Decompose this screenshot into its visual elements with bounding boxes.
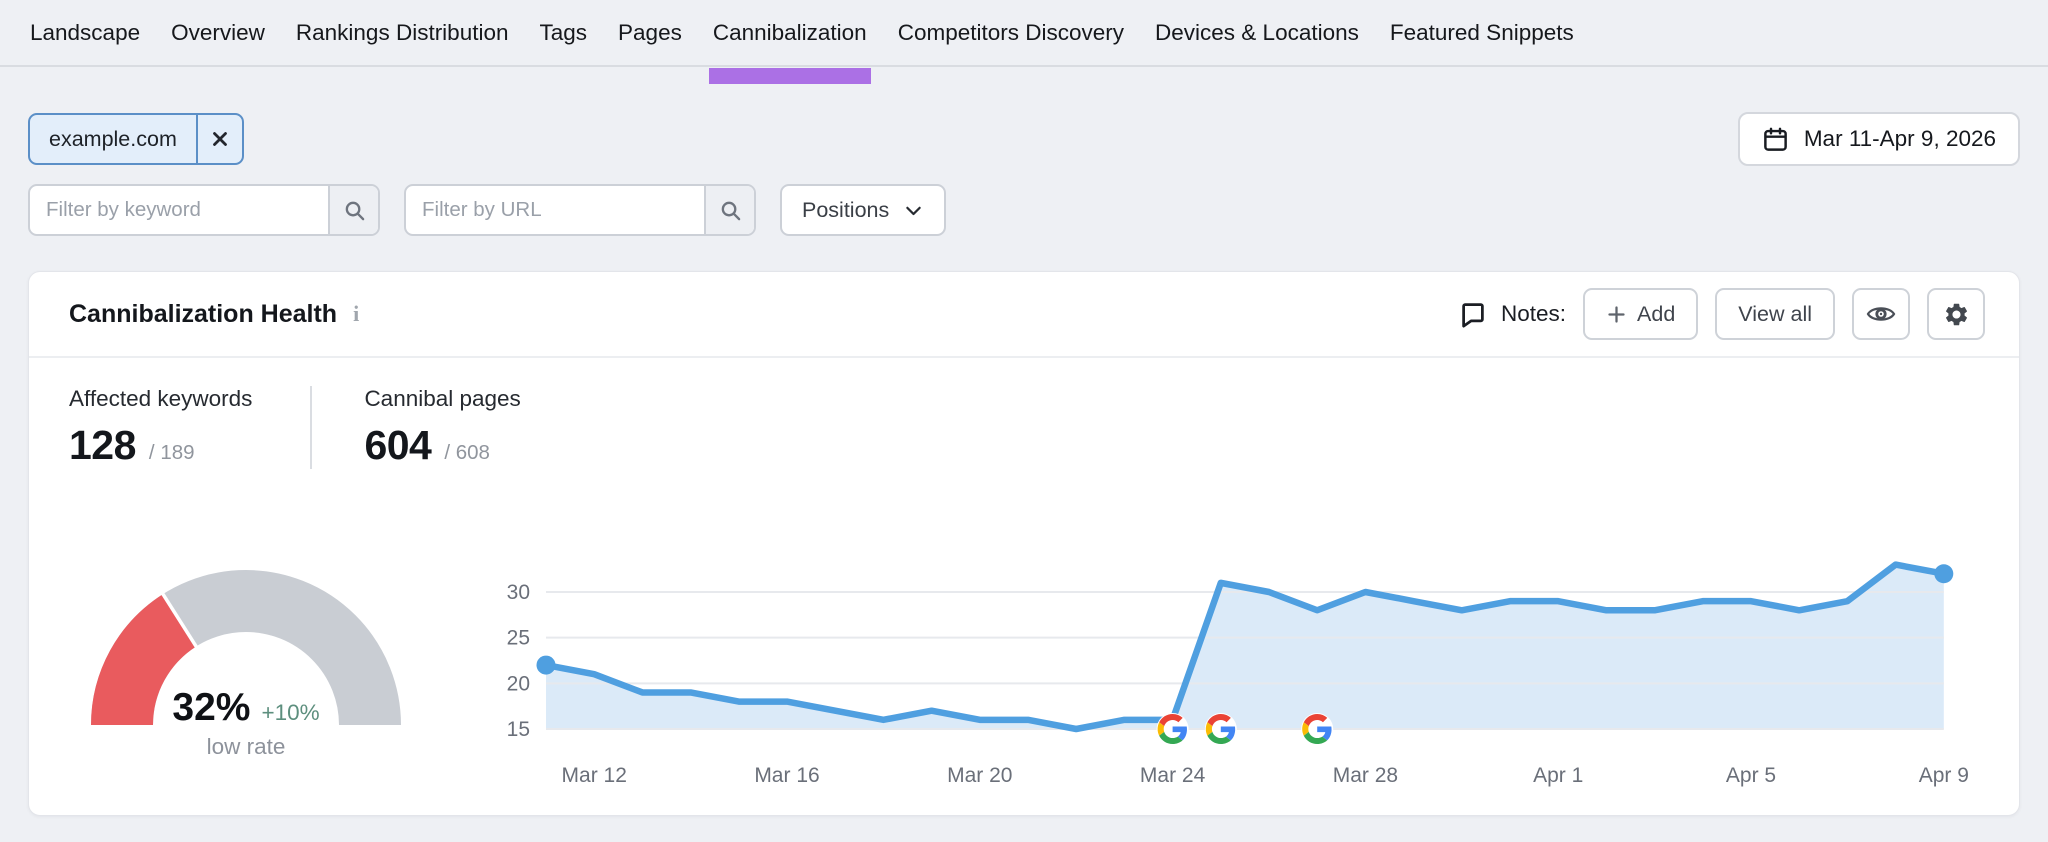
cannibalization-health-card: Cannibalization Health i Notes: Add View… (28, 271, 2020, 816)
chip-close-button[interactable] (195, 115, 242, 163)
eye-icon (1866, 307, 1896, 321)
tab-label: Pages (618, 19, 682, 45)
tab-label: Devices & Locations (1155, 19, 1359, 45)
note-icon (1462, 303, 1484, 328)
tab-landscape[interactable]: Landscape (30, 0, 140, 66)
x-axis-tick: Apr 9 (1919, 764, 1969, 787)
positions-select-label: Positions (802, 197, 890, 222)
stat-total: / 608 (444, 441, 490, 464)
url-search-button[interactable] (704, 186, 754, 234)
y-axis-tick: 30 (507, 581, 530, 604)
tab-label: Competitors Discovery (897, 19, 1125, 45)
google-update-icon[interactable] (1157, 714, 1187, 744)
stat-affected-keywords: Affected keywords 128 / 189 (69, 386, 310, 469)
tab-featured-snippets[interactable]: Featured Snippets (1390, 0, 1574, 66)
view-all-label: View all (1738, 301, 1812, 326)
search-icon (345, 201, 364, 220)
calendar-icon (1763, 127, 1787, 151)
tab-cannibalization[interactable]: Cannibalization (708, 0, 871, 84)
date-range-label: Mar 11-Apr 9, 2026 (1803, 126, 1996, 151)
endpoint-dot (536, 655, 556, 675)
url-filter-group (404, 184, 756, 236)
gauge-text: 32% +10% low rate (86, 562, 406, 762)
cannibalization-rate-gauge: 32% +10% low rate (86, 562, 406, 762)
trend-area (546, 564, 1944, 729)
tab-devices-locations[interactable]: Devices & Locations (1155, 0, 1359, 66)
url-filter-input[interactable] (406, 186, 704, 234)
trend-line (542, 561, 1948, 733)
tab-label: Rankings Distribution (295, 19, 509, 45)
add-note-label: Add (1637, 301, 1676, 326)
toggle-notes-visibility-button[interactable] (1852, 288, 1910, 340)
settings-button[interactable] (1927, 288, 1985, 340)
tab-label: Landscape (30, 19, 141, 45)
x-axis-tick: Mar 24 (1140, 764, 1206, 787)
filter-row: Positions (28, 184, 2020, 236)
tab-tags[interactable]: Tags (540, 0, 588, 66)
tab-label: Featured Snippets (1389, 19, 1574, 45)
keyword-search-button[interactable] (328, 186, 378, 234)
tab-label: Overview (171, 19, 265, 45)
domain-filter-chip[interactable]: example.com (28, 113, 244, 165)
gauge-value: 32% (172, 686, 251, 729)
x-axis-tick: Mar 28 (1333, 764, 1398, 787)
add-note-button[interactable]: Add (1583, 288, 1699, 340)
stat-label: Affected keywords (69, 386, 253, 411)
info-icon[interactable]: i (353, 301, 360, 326)
position-tracking-page: Landscape Overview Rankings Distribution Ta… (0, 0, 2048, 816)
notes-toolbar: Notes: Add View all (1458, 288, 1985, 340)
google-update-icon[interactable] (1302, 714, 1332, 744)
tab-pages[interactable]: Pages (618, 0, 682, 66)
summary-stats: Affected keywords 128 / 189 Cannibal pag… (29, 358, 2019, 469)
y-axis-tick: 15 (507, 718, 530, 741)
x-axis-tick: Mar 20 (947, 764, 1012, 787)
search-icon (721, 201, 740, 220)
tab-overview[interactable]: Overview (171, 0, 265, 66)
domain-chip-label: example.com (49, 126, 177, 151)
y-axis-tick: 20 (507, 672, 530, 695)
stat-total: / 189 (148, 441, 195, 464)
primary-nav: Landscape Overview Rankings Distribution Ta… (0, 0, 2048, 84)
card-header: Cannibalization Health i Notes: Add View… (29, 272, 2019, 358)
cannibalization-trend-chart[interactable]: 15 20 25 30 Mar 12 Mar 16 Mar 20 Mar 24 Mar 28 Ap… (461, 550, 2017, 800)
x-axis-tick: Apr 5 (1726, 764, 1776, 787)
tab-competitors-discovery[interactable]: Competitors Discovery (898, 0, 1124, 66)
tab-label: Tags (539, 19, 588, 45)
notes-label: Notes: (1501, 301, 1567, 326)
plus-icon (1608, 305, 1625, 323)
card-title: Cannibalization Health (69, 299, 338, 328)
chevron-down-icon (906, 206, 922, 215)
close-icon (212, 132, 227, 146)
keyword-filter-input[interactable] (30, 186, 328, 234)
stat-value: 604 (364, 422, 432, 468)
view-all-notes-button[interactable]: View all (1715, 288, 1835, 340)
positions-select[interactable]: Positions (780, 184, 947, 236)
tab-rankings-distribution[interactable]: Rankings Distribution (296, 0, 509, 66)
x-axis-tick: Mar 12 (562, 764, 627, 787)
gauge-delta: +10% (261, 700, 320, 725)
y-axis-tick: 25 (507, 627, 530, 650)
gauge-caption: low rate (206, 734, 286, 759)
google-update-icon[interactable] (1205, 714, 1236, 744)
x-axis-tick: Apr 1 (1533, 764, 1583, 787)
gear-icon (1945, 303, 1967, 325)
stat-value: 128 (69, 422, 136, 468)
gauge-arc (91, 570, 401, 726)
stat-cannibal-pages: Cannibal pages 604 / 608 (310, 386, 578, 469)
toolbar-row: example.com Mar 11-Apr 9, 2026 (28, 112, 2020, 166)
tab-label: Cannibalization (712, 19, 867, 45)
keyword-filter-group (28, 184, 380, 236)
date-range-button[interactable]: Mar 11-Apr 9, 2026 (1737, 112, 2020, 166)
x-axis-tick: Mar 16 (754, 764, 819, 787)
stat-label: Cannibal pages (364, 386, 521, 411)
endpoint-dot (1934, 564, 1954, 584)
